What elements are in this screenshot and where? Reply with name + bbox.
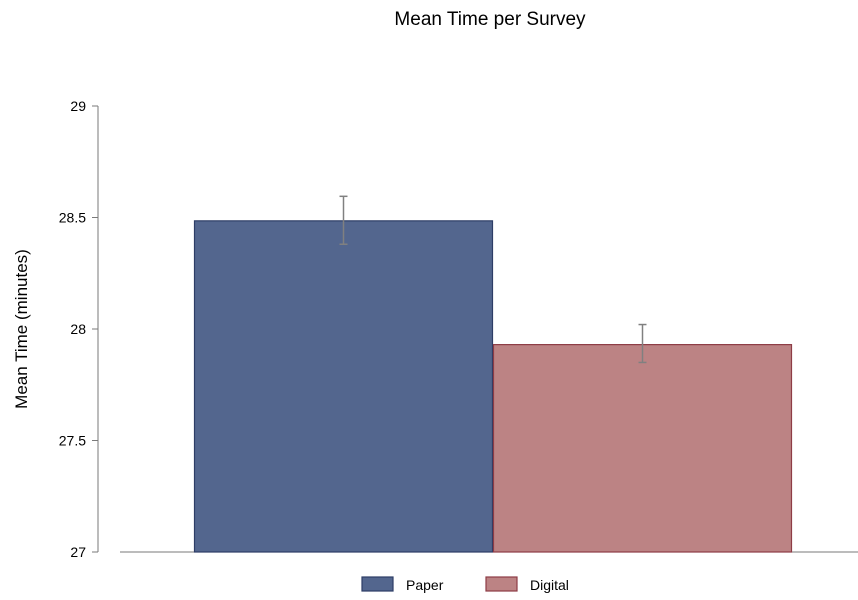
bar-digital: [492, 344, 793, 553]
error-bars: [339, 195, 647, 364]
legend-label-digital: Digital: [530, 577, 569, 593]
legend-label-paper: Paper: [406, 577, 444, 593]
bar-paper: [193, 220, 494, 553]
legend-swatch-paper: [361, 576, 394, 592]
y-axis-ticks: 27 27.5 28 28.5 29: [59, 98, 98, 560]
y-tick-label: 28.5: [59, 210, 86, 226]
y-tick-label: 28: [70, 321, 86, 337]
y-tick-label: 27: [70, 544, 86, 560]
legend: Paper Digital: [361, 576, 569, 593]
y-tick-label: 27.5: [59, 433, 86, 449]
chart-title: Mean Time per Survey: [394, 9, 586, 30]
legend-swatch-digital: [485, 576, 518, 592]
y-axis-label: Mean Time (minutes): [12, 249, 31, 409]
y-tick-label: 29: [70, 98, 86, 114]
bars: [193, 220, 793, 553]
